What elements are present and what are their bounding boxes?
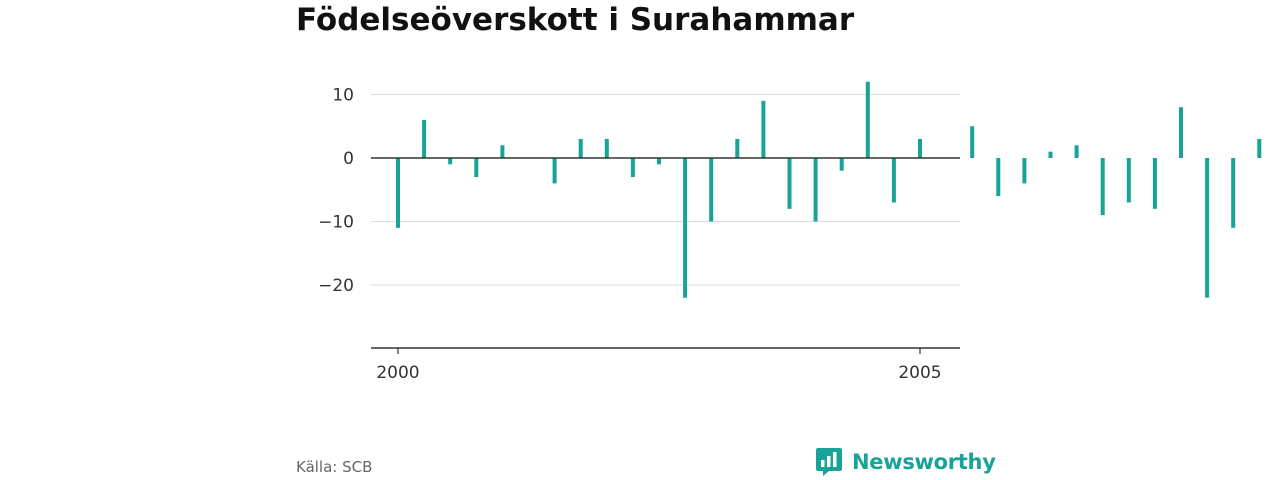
data-bar — [839, 158, 844, 171]
gridlines — [371, 94, 960, 286]
data-bar — [604, 138, 609, 158]
data-bar — [996, 158, 1001, 197]
data-bar — [1179, 107, 1183, 158]
y-tick-label: 10 — [332, 86, 354, 106]
data-bar — [1100, 158, 1105, 216]
y-tick-label: −20 — [318, 276, 354, 296]
data-bar — [422, 119, 427, 158]
data-bar — [813, 158, 818, 222]
data-bar — [1022, 158, 1027, 184]
data-bar — [1257, 138, 1262, 158]
data-bar — [735, 138, 740, 158]
data-bar — [578, 138, 583, 158]
data-bar — [891, 158, 896, 203]
data-bar — [761, 100, 766, 158]
data-bar — [1048, 151, 1053, 158]
data-bar — [683, 158, 688, 298]
y-tick-label: −10 — [318, 213, 354, 233]
data-bar — [396, 158, 400, 228]
bar-chart: 100−10−20 200020052010201520202025 — [318, 81, 1262, 383]
data-bar — [865, 81, 870, 158]
data-bar — [552, 158, 557, 184]
y-tick-label: 0 — [343, 149, 354, 169]
data-bar — [918, 138, 922, 158]
x-tick-label: 2005 — [898, 363, 941, 383]
data-bar — [1074, 145, 1079, 158]
x-axis-ticks: 200020052010201520202025 — [376, 348, 942, 383]
source-note: Källa: SCB — [296, 458, 373, 476]
data-bar — [787, 158, 792, 209]
data-bar — [448, 158, 453, 165]
data-bar — [1231, 158, 1236, 228]
y-axis-tick-labels: 10 0 −10 −20 — [318, 86, 354, 297]
x-tick-label: 2000 — [376, 363, 419, 383]
data-bar — [657, 158, 661, 165]
data-bar — [474, 158, 479, 178]
data-bar — [709, 158, 714, 222]
data-bar — [500, 145, 505, 158]
data-bar — [1152, 158, 1157, 209]
data-bar — [970, 126, 975, 158]
brand-name: Newsworthy — [852, 450, 996, 474]
chart-title: Födelseöverskott i Surahammar — [296, 2, 855, 38]
data-bar — [1126, 158, 1131, 203]
data-bars — [396, 81, 1262, 298]
data-bar — [1205, 158, 1210, 298]
data-bar — [630, 158, 635, 178]
brand-logo-link[interactable]: Newsworthy — [815, 446, 996, 478]
newsworthy-chart-bubble-icon — [816, 448, 842, 476]
